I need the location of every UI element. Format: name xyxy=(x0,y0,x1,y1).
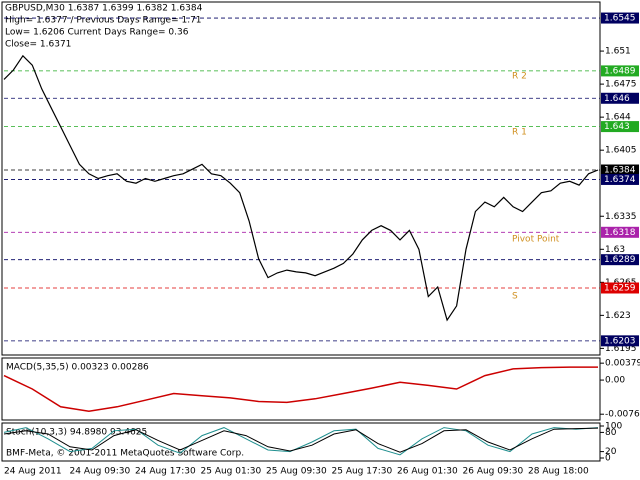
level-label: 1.6545 xyxy=(604,14,636,24)
y-tick-label: 1.6475 xyxy=(605,80,637,90)
macd-pane xyxy=(1,357,601,421)
y-tick-label: 0.00379 xyxy=(605,359,640,369)
level-label: 1.6384 xyxy=(604,166,636,176)
annotation: R 2 xyxy=(512,72,527,82)
info: Low= 1.6206 Current Days Range= 0.36 xyxy=(5,28,189,38)
x-tick-label: 25 Aug 09:30 xyxy=(266,467,327,477)
data-line xyxy=(3,427,599,453)
y-tick-label: 1.651 xyxy=(605,47,631,57)
data-line xyxy=(3,427,599,456)
level-box xyxy=(601,65,639,77)
level-label: 1.6203 xyxy=(604,336,636,346)
level-label: 1.6318 xyxy=(604,228,636,238)
level-box xyxy=(601,254,639,266)
level-box xyxy=(601,335,639,347)
annotation: S xyxy=(512,292,518,302)
x-tick-label: 28 Aug 18:00 xyxy=(528,467,589,477)
y-tick-label: 1.63 xyxy=(605,245,625,255)
info: Close= 1.6371 xyxy=(5,40,71,50)
info: High= 1.6377 / Previous Days Range= 1.71 xyxy=(5,16,202,26)
level-box xyxy=(601,164,639,176)
level-label: 1.6259 xyxy=(604,283,636,293)
y-tick-label: 20 xyxy=(605,447,617,457)
x-tick-label: 25 Aug 01:30 xyxy=(201,467,262,477)
y-tick-label: -0.00765 xyxy=(605,410,640,420)
footer: BMF-Meta, © 2001-2011 MetaQuotes Softwar… xyxy=(6,449,244,459)
y-tick-label: 100 xyxy=(605,422,622,432)
y-tick-label: 80 xyxy=(605,428,617,438)
level-box xyxy=(601,282,639,294)
annotation: R 1 xyxy=(512,128,527,138)
x-tick-label: 24 Aug 09:30 xyxy=(70,467,131,477)
data-line xyxy=(3,54,599,322)
x-tick-label: 24 Aug 17:30 xyxy=(135,467,196,477)
stoch-pane xyxy=(1,422,601,462)
y-tick-label: 1.6335 xyxy=(605,212,637,222)
y-tick-label: 1.6195 xyxy=(605,344,637,354)
y-tick-label: 1.623 xyxy=(605,311,631,321)
level-box xyxy=(601,92,639,104)
level-label: 1.6489 xyxy=(604,66,636,76)
x-tick-label: 26 Aug 01:30 xyxy=(397,467,458,477)
x-tick-label: 24 Aug 2011 xyxy=(4,467,62,477)
symbol-title: GBPUSD,M30 1.6387 1.6399 1.6382 1.6384 xyxy=(5,4,203,14)
level-label: 1.6289 xyxy=(604,255,636,265)
main-pane xyxy=(1,1,601,356)
x-tick-label: 26 Aug 09:30 xyxy=(463,467,524,477)
y-tick-label: 1.644 xyxy=(605,113,631,123)
level-box xyxy=(601,12,639,24)
level-label: 1.646 xyxy=(604,94,630,104)
y-tick-label: 0.00 xyxy=(605,376,625,386)
x-tick-label: 25 Aug 17:30 xyxy=(332,467,393,477)
macd-title: MACD(5,35,5) 0.00323 0.00286 xyxy=(6,363,149,373)
level-label: 1.6374 xyxy=(604,175,636,185)
level-label: 1.643 xyxy=(604,122,630,132)
data-line xyxy=(3,366,598,413)
y-tick-label: 0 xyxy=(605,454,611,464)
level-box xyxy=(601,173,639,185)
level-box xyxy=(601,226,639,238)
level-box xyxy=(601,121,639,133)
y-tick-label: 1.6405 xyxy=(605,146,637,156)
annotation: Pivot Point xyxy=(512,235,560,245)
stoch-title: Stoch(10,3,3) 94.8980 93.4625 xyxy=(6,428,147,438)
